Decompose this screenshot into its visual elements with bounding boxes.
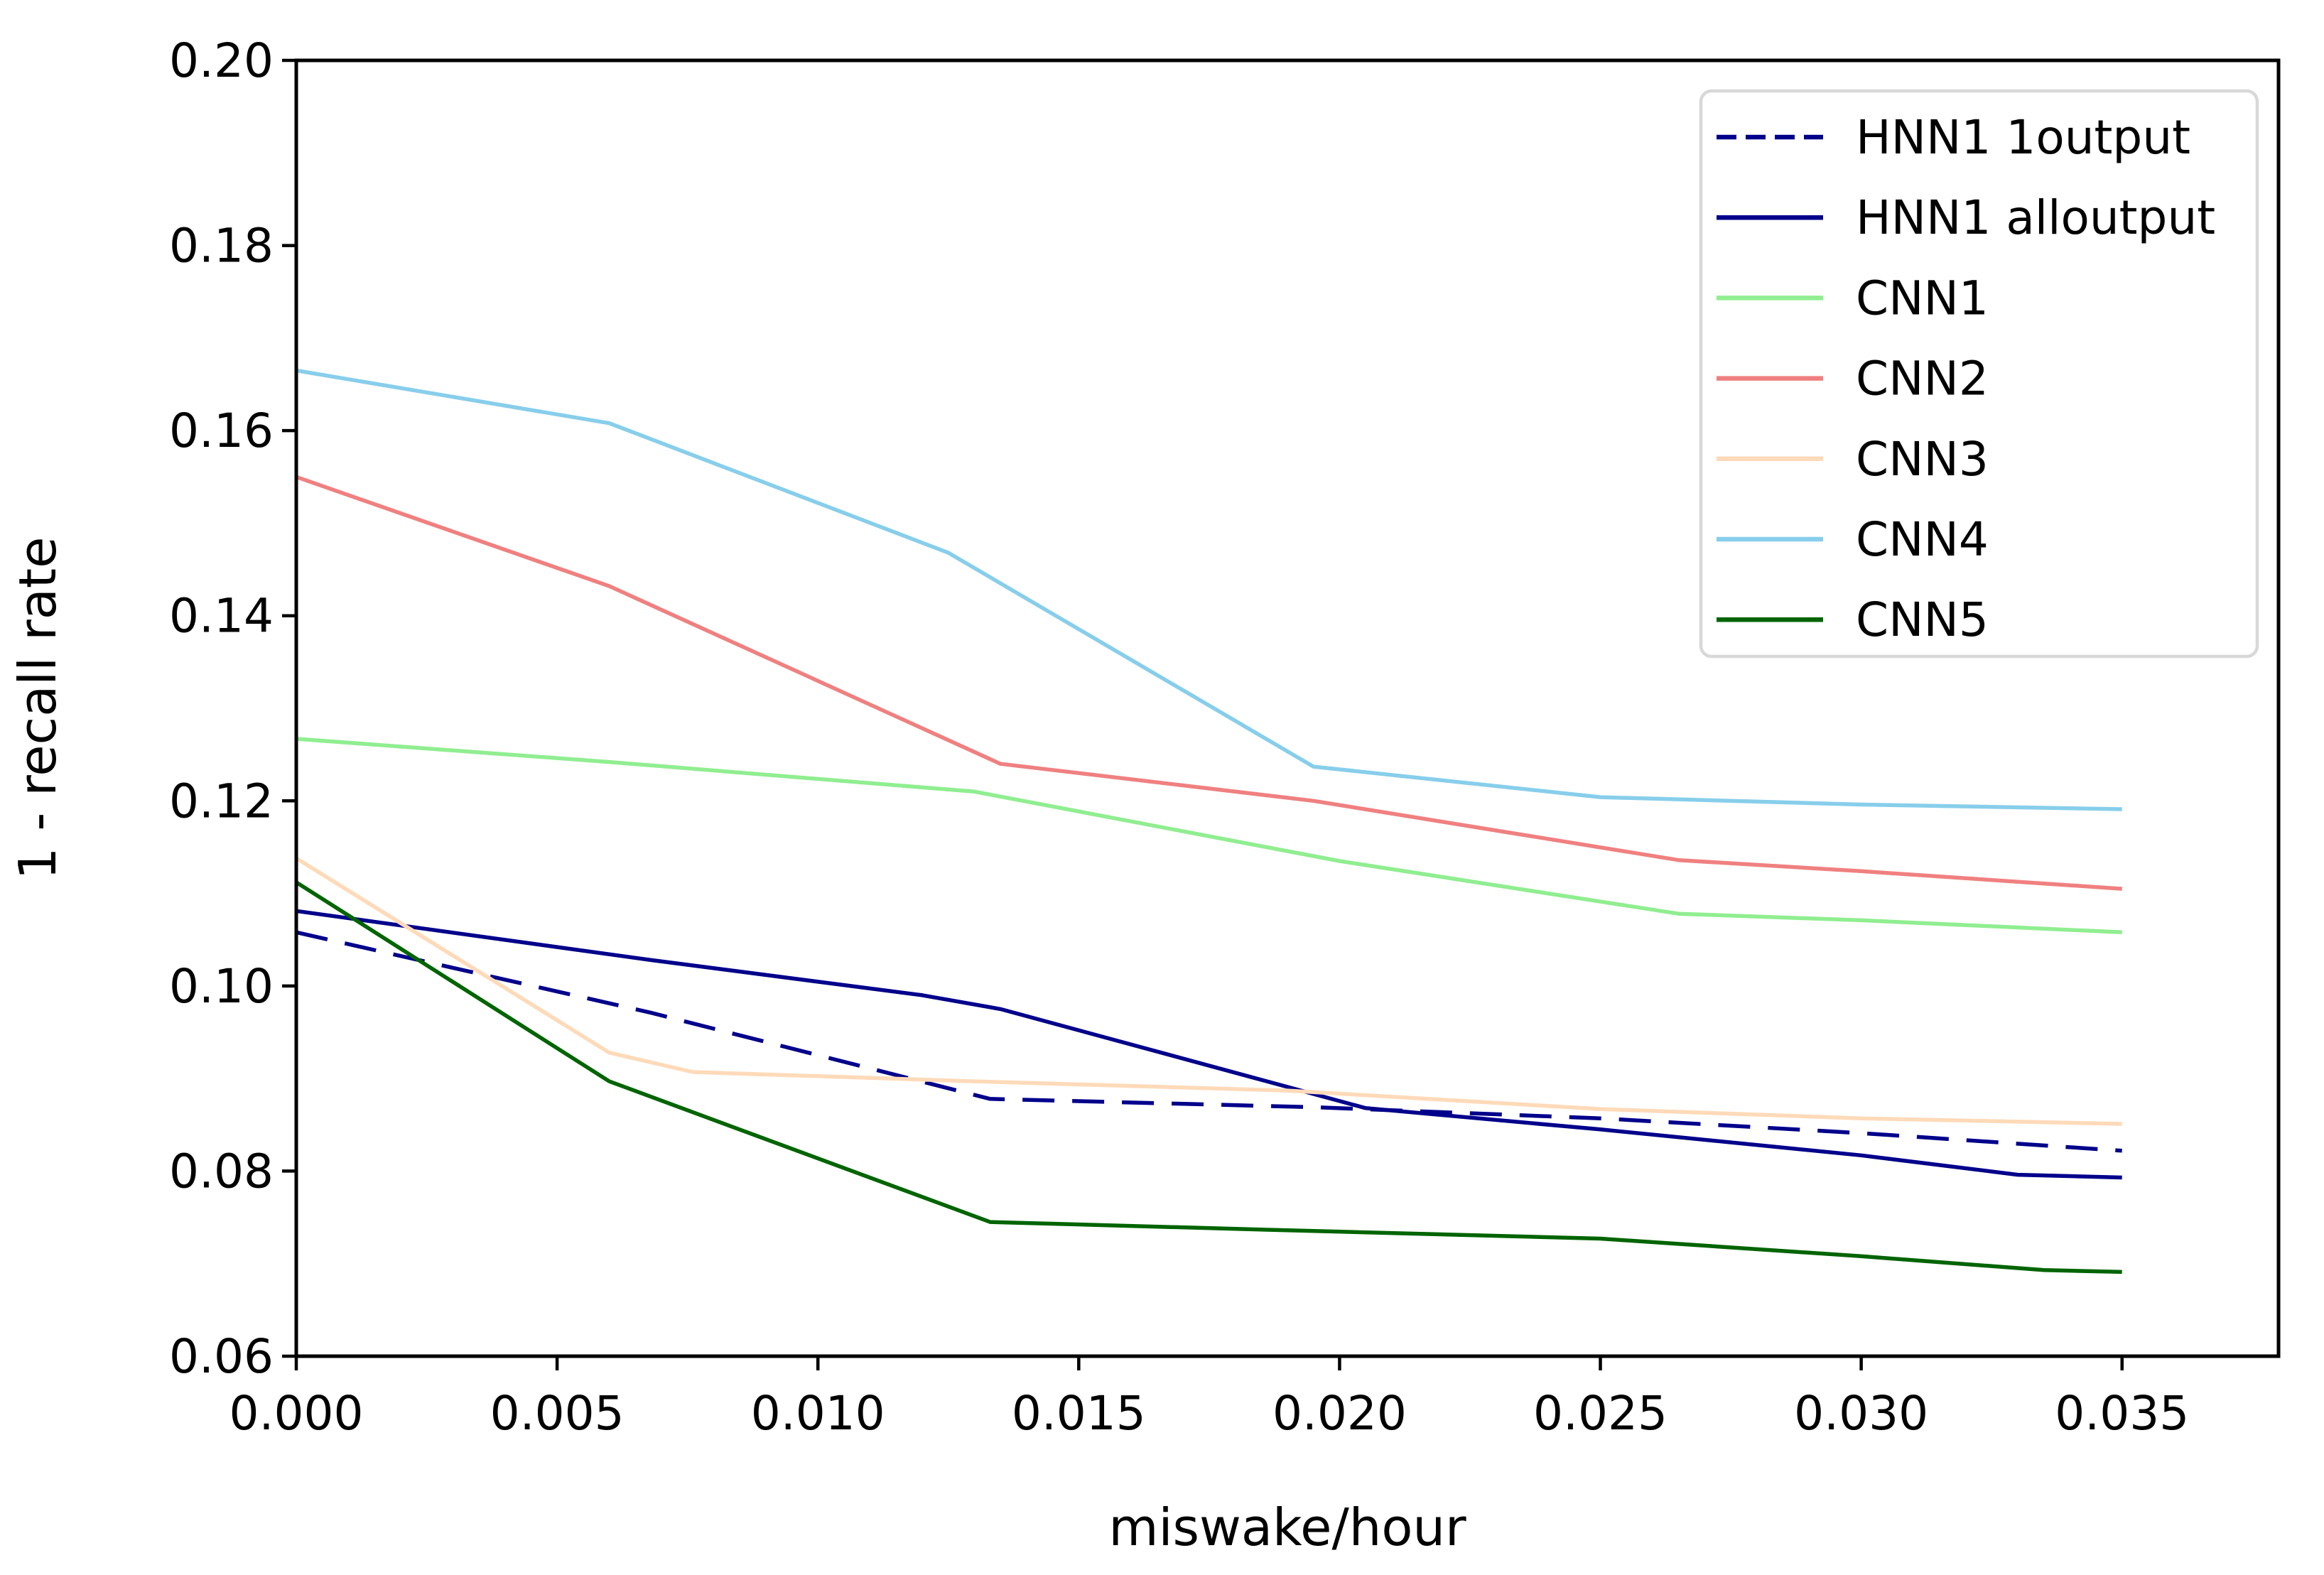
legend-item-cnn3: CNN3 xyxy=(1717,432,1989,487)
plot-spines xyxy=(294,58,2281,1358)
y-tick-label: 0.16 xyxy=(169,404,274,458)
y-tick-label: 0.18 xyxy=(169,219,274,274)
legend-item-hnn1-alloutput: HNN1 alloutput xyxy=(1717,190,2215,245)
x-tick-label: 0.020 xyxy=(1272,1386,1407,1441)
x-tick-label: 0.010 xyxy=(751,1386,885,1441)
legend: HNN1 1output HNN1 alloutput CNN1 CNN2 CNN3 CN… xyxy=(1699,89,2259,659)
legend-label: HNN1 1output xyxy=(1856,110,2190,165)
legend-item-cnn5: CNN5 xyxy=(1717,592,1989,647)
legend-label: CNN5 xyxy=(1856,592,1989,647)
x-tick-label: 0.035 xyxy=(2055,1386,2189,1441)
plot-frame xyxy=(294,58,2281,1358)
series-line-cnn2 xyxy=(296,475,2122,891)
y-tick-label: 0.12 xyxy=(169,774,274,828)
x-axis-title: miswake/hour xyxy=(1108,1498,1466,1557)
legend-box xyxy=(1699,89,2259,659)
series-line-cnn5 xyxy=(295,880,2122,1274)
legend-label: CNN1 xyxy=(1856,271,1989,325)
legend-label: CNN2 xyxy=(1856,352,1989,406)
legend-item-cnn4: CNN4 xyxy=(1717,512,1989,567)
x-tick-label: 0.015 xyxy=(1012,1386,1146,1441)
legend-item-cnn2: CNN2 xyxy=(1717,352,1989,406)
x-tick-label: 0.025 xyxy=(1533,1386,1668,1441)
x-tick-label: 0.005 xyxy=(490,1386,625,1441)
series-lines xyxy=(295,368,2122,1274)
series-line-cnn3 xyxy=(295,856,2122,1126)
series-line-hnn1-alloutput xyxy=(296,909,2122,1180)
y-tick-label: 0.10 xyxy=(169,959,274,1014)
y-tick-label: 0.08 xyxy=(169,1144,274,1198)
legend-label: CNN4 xyxy=(1856,512,1989,567)
y-tick-label: 0.14 xyxy=(169,589,274,644)
y-tick-label: 0.06 xyxy=(169,1329,274,1384)
series-line-cnn4 xyxy=(296,368,2122,811)
series-line-cnn1 xyxy=(296,737,2122,935)
legend-label: CNN3 xyxy=(1856,432,1989,487)
legend-label: HNN1 alloutput xyxy=(1856,190,2215,245)
x-tick-label: 0.000 xyxy=(229,1386,364,1441)
x-axis: 0.000 0.005 0.010 0.015 0.020 0.025 0.030 0.035… xyxy=(229,1356,2189,1557)
y-axis-title: 1 - recall rate xyxy=(8,537,67,880)
legend-item-hnn1-1output: HNN1 1output xyxy=(1717,110,2190,165)
y-axis: 0.06 0.08 0.10 0.12 0.14 0.16 0.18 0.20 1 - reca… xyxy=(8,33,296,1384)
x-tick-label: 0.030 xyxy=(1794,1386,1928,1441)
y-tick-label: 0.20 xyxy=(169,33,274,88)
series-line-hnn1-1output xyxy=(296,930,2122,1153)
legend-item-cnn1: CNN1 xyxy=(1717,271,1989,325)
